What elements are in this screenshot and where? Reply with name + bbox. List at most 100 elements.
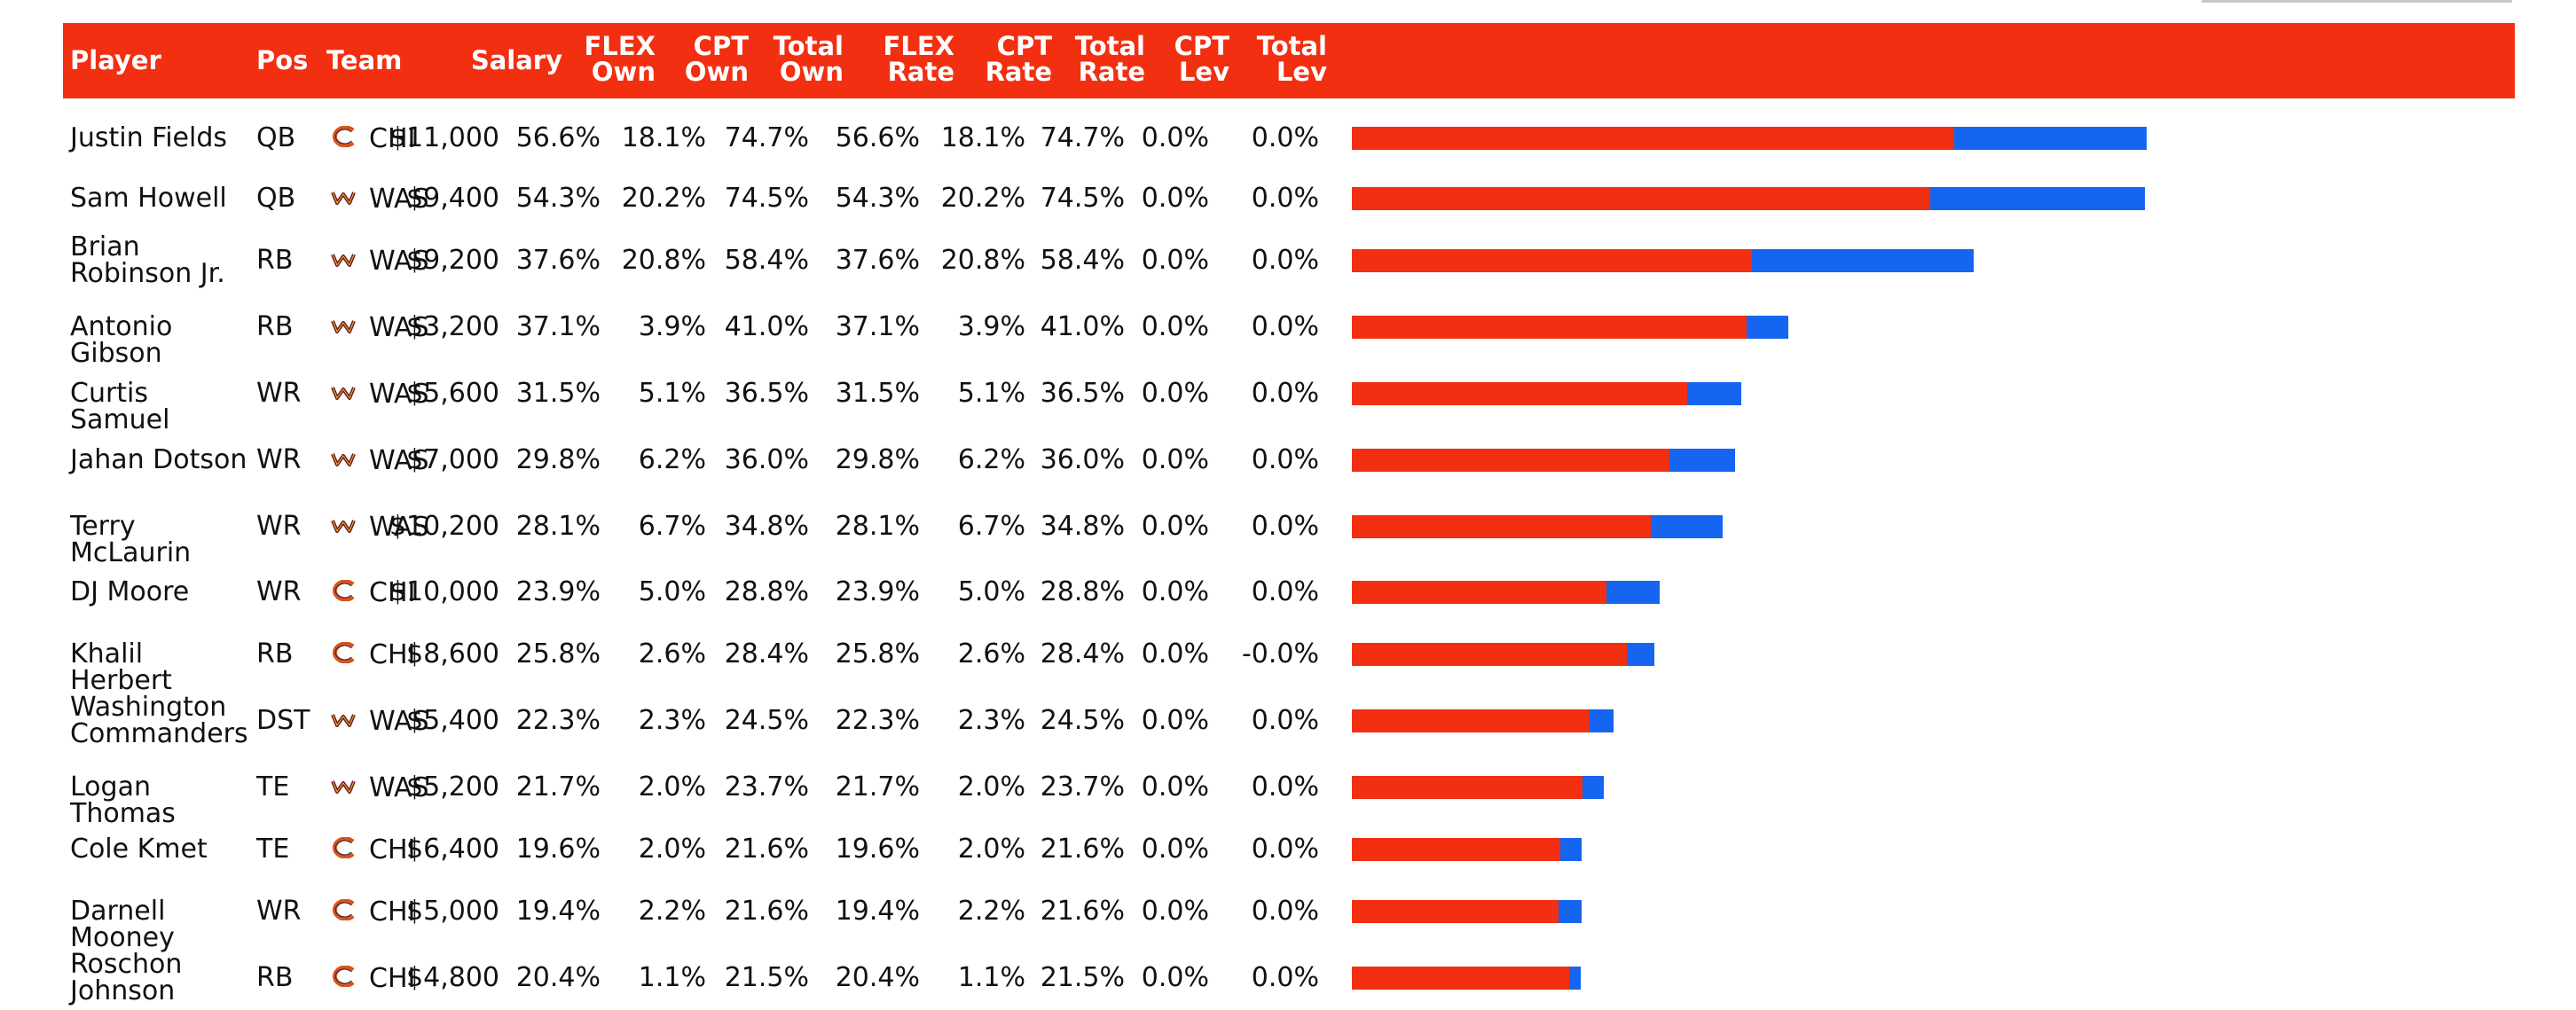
total-rate-value: 74.7% (1040, 122, 1125, 153)
team-abbr: WAS (369, 772, 429, 803)
team: CHI (326, 896, 415, 928)
cpt-rate-value: 20.8% (940, 245, 1025, 276)
team: WAS (326, 246, 429, 277)
commanders-logo-icon (326, 184, 360, 215)
flex-rate-value: 23.9% (835, 576, 920, 607)
flex-bar (1352, 709, 1590, 732)
header-total-rate[interactable]: Total Rate (1074, 31, 1145, 87)
team: WAS (326, 772, 429, 803)
cpt-own-value: 2.3% (638, 705, 706, 736)
bears-logo-icon (326, 639, 360, 670)
table-row[interactable]: Antonio Gibson RB WAS $3,200 37.1% 3.9% 41.0% 3… (63, 295, 2515, 367)
flex-own-value: 56.6% (515, 122, 601, 153)
table-row[interactable]: Justin Fields QB CHI $11,000 56.6% 18.1% 74.7%… (63, 106, 2515, 170)
flex-rate-value: 20.4% (835, 962, 920, 993)
header-cpt-own[interactable]: CPT Own (684, 31, 749, 87)
cpt-own-value: 2.0% (638, 834, 706, 865)
total-rate-value: 28.8% (1040, 576, 1125, 607)
flex-rate-value: 29.8% (835, 444, 920, 475)
flex-bar (1352, 187, 1930, 210)
total-lev-value: 0.0% (1251, 378, 1319, 409)
cpt-rate-value: 20.2% (940, 183, 1025, 214)
team-abbr: CHI (369, 639, 416, 670)
flex-bar (1352, 515, 1652, 538)
cpt-lev-value: 0.0% (1141, 183, 1209, 214)
position: RB (256, 638, 294, 669)
commanders-logo-icon (326, 512, 360, 543)
total-lev-value: 0.0% (1251, 896, 1319, 927)
total-lev-value: 0.0% (1251, 311, 1319, 342)
header-flex-rate[interactable]: FLEX Rate (883, 31, 954, 87)
total-own-value: 36.0% (724, 444, 809, 475)
cpt-bar (1687, 382, 1742, 405)
player-name: Jahan Dotson (70, 444, 247, 475)
table-row[interactable]: Logan Thomas TE WAS $5,200 21.7% 2.0% 23.7% 21.… (63, 756, 2515, 827)
table-row[interactable]: Roschon Johnson RB CHI $4,800 20.4% 1.1% 21.5%… (63, 946, 2515, 1010)
commanders-logo-icon (326, 312, 360, 343)
header-pos[interactable]: Pos (256, 45, 309, 75)
position: QB (256, 183, 296, 214)
cpt-own-value: 20.8% (621, 245, 706, 276)
cpt-lev-value: 0.0% (1141, 771, 1209, 803)
flex-bar (1352, 643, 1627, 666)
header-cpt-lev[interactable]: CPT Lev (1174, 31, 1229, 87)
table-row[interactable]: Brian Robinson Jr. RB WAS $9,200 37.6% 20.8% 5… (63, 229, 2515, 293)
flex-rate-value: 56.6% (835, 122, 920, 153)
flex-rate-value: 19.6% (835, 834, 920, 865)
team-abbr: WAS (369, 312, 429, 343)
team: WAS (326, 379, 429, 410)
table-row[interactable]: Cole Kmet TE CHI $6,400 19.6% 2.0% 21.6% 19.6% 2… (63, 818, 2515, 881)
total-rate-value: 41.0% (1040, 311, 1125, 342)
total-own-value: 41.0% (724, 311, 809, 342)
flex-rate-value: 28.1% (835, 511, 920, 542)
player-name: Darnell Mooney (70, 896, 175, 953)
flex-bar (1352, 838, 1561, 861)
team-abbr: WAS (369, 379, 429, 410)
header-total-lev[interactable]: Total Lev (1256, 31, 1327, 87)
flex-bar (1352, 581, 1606, 604)
table-row[interactable]: Jahan Dotson WR WAS $7,000 29.8% 6.2% 36.0% 29.… (63, 428, 2515, 492)
table-row[interactable]: Sam Howell QB WAS $9,400 54.3% 20.2% 74.5% 54.3… (63, 167, 2515, 231)
player-name: Cole Kmet (70, 834, 208, 865)
cpt-lev-value: 0.0% (1141, 122, 1209, 153)
position: WR (256, 444, 302, 475)
header-salary[interactable]: Salary (470, 45, 562, 75)
table-row[interactable]: Curtis Samuel WR WAS $5,600 31.5% 5.1% 36.5% 31… (63, 362, 2515, 434)
total-own-value: 34.8% (724, 511, 809, 542)
team: WAS (326, 184, 429, 215)
table-row[interactable]: Terry McLaurin WR WAS $10,200 28.1% 6.7% 34.8%… (63, 495, 2515, 567)
position: RB (256, 311, 294, 342)
total-own-value: 21.5% (724, 962, 809, 993)
flex-rate-value: 37.6% (835, 245, 920, 276)
cpt-own-value: 5.0% (638, 576, 706, 607)
cpt-own-value: 2.0% (638, 771, 706, 803)
header-total-own[interactable]: Total Own (773, 31, 844, 87)
salary-value: $8,600 (406, 638, 499, 669)
table-row[interactable]: Washington Commanders DST WAS $5,400 22.3% 2.… (63, 689, 2515, 753)
flex-rate-value: 31.5% (835, 378, 920, 409)
team: WAS (326, 312, 429, 343)
team: WAS (326, 512, 429, 543)
cpt-rate-value: 3.9% (957, 311, 1025, 342)
header-team[interactable]: Team (326, 45, 403, 75)
bears-logo-icon (326, 123, 360, 154)
total-lev-value: 0.0% (1251, 183, 1319, 214)
player-name: Washington Commanders (70, 692, 248, 749)
table-row[interactable]: Khalil Herbert RB CHI $8,600 25.8% 2.6% 28.4% 2… (63, 622, 2515, 694)
team-abbr: CHI (369, 896, 416, 928)
header-flex-own[interactable]: FLEX Own (584, 31, 656, 87)
cpt-rate-value: 6.7% (957, 511, 1025, 542)
flex-bar (1352, 967, 1569, 990)
bears-logo-icon (326, 963, 360, 994)
flex-own-value: 20.4% (515, 962, 601, 993)
cpt-bar (1583, 776, 1605, 799)
table-row[interactable]: Darnell Mooney WR CHI $5,000 19.4% 2.2% 21.6% 1… (63, 880, 2515, 951)
flex-bar (1352, 449, 1669, 472)
table-row[interactable]: DJ Moore WR CHI $10,000 23.9% 5.0% 28.8% 23.9% 5… (63, 560, 2515, 624)
header-player[interactable]: Player (70, 45, 161, 75)
bears-logo-icon (326, 834, 360, 865)
player-name: Antonio Gibson (70, 311, 173, 369)
cpt-lev-value: 0.0% (1141, 511, 1209, 542)
total-own-value: 58.4% (724, 245, 809, 276)
header-cpt-rate[interactable]: CPT Rate (985, 31, 1052, 87)
